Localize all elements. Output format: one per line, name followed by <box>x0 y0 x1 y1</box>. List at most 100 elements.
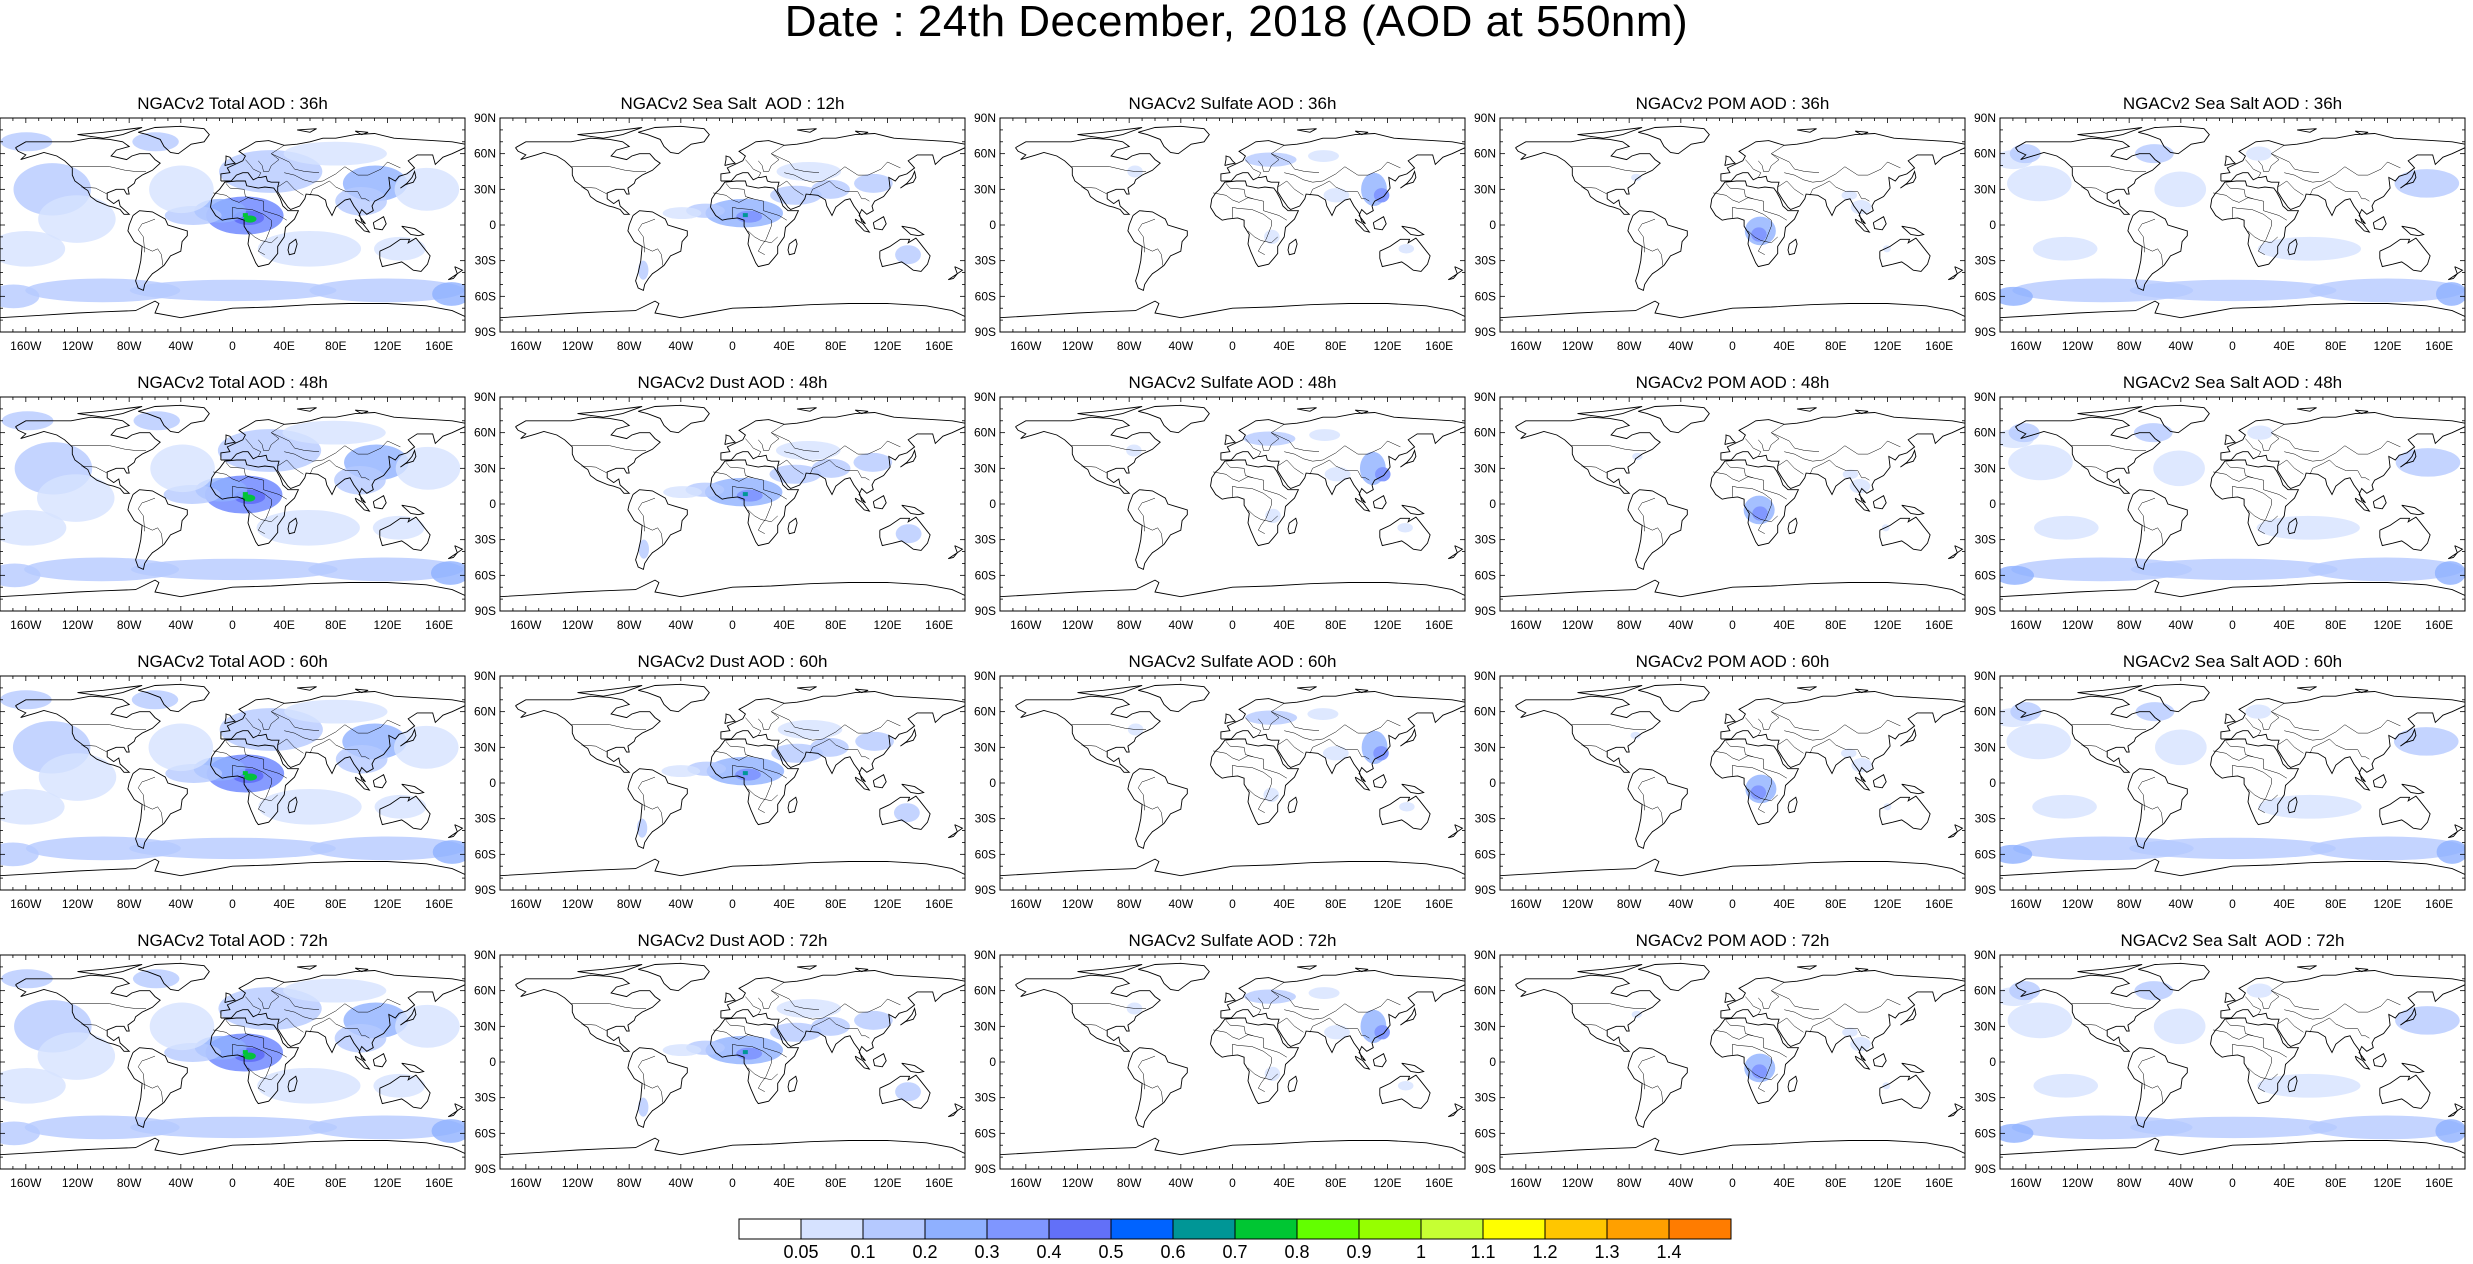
lon-tick-label: 0 <box>1229 1176 1236 1190</box>
panel-title: NGACv2 POM AOD : 48h <box>1635 373 1830 392</box>
aod-hotspot <box>242 771 248 776</box>
aod-patch <box>284 699 388 724</box>
aod-patch <box>663 486 702 499</box>
aod-patch <box>2258 794 2362 819</box>
panel-title: NGACv2 Sulfate AOD : 48h <box>1128 373 1337 392</box>
lon-tick-label: 80E <box>2325 339 2346 353</box>
aod-field <box>2000 702 2465 864</box>
lat-tick-label: 60S <box>1975 1126 1996 1140</box>
aod-patch <box>2011 557 2193 582</box>
aod-patch <box>38 195 116 243</box>
aod-patch <box>2247 425 2273 440</box>
lon-tick-label: 80W <box>117 897 142 911</box>
aod-patch <box>638 539 649 559</box>
aod-patch <box>335 186 387 216</box>
lon-tick-label: 40W <box>1168 1176 1193 1190</box>
lon-tick-label: 120E <box>373 339 401 353</box>
lat-tick-label: 60N <box>474 426 496 440</box>
aod-patch <box>0 230 66 267</box>
lat-tick-label: 30N <box>1474 1019 1496 1033</box>
map-panel-pom-72h: 90N 60N 30N 0 30S 60S 90S 160W 120W 80W 40W 0 40E 80E… <box>1474 948 1966 1190</box>
aod-patch <box>662 1044 702 1057</box>
panel-title: NGACv2 Dust AOD : 72h <box>637 931 828 950</box>
aod-patch <box>2245 146 2272 161</box>
lat-tick-label: 90N <box>1974 390 1996 404</box>
aod-patch <box>2135 702 2175 722</box>
aod-patch <box>854 1010 893 1030</box>
lon-tick-label: 80E <box>1825 1176 1846 1190</box>
coastlines <box>500 125 965 319</box>
lat-tick-label: 90N <box>1974 111 1996 125</box>
lon-tick-label: 160W <box>1510 1176 1542 1190</box>
aod-patch <box>1243 431 1296 446</box>
lon-tick-label: 0 <box>1229 897 1236 911</box>
coastlines <box>1500 125 1965 319</box>
lon-tick-label: 160W <box>1010 1176 1042 1190</box>
aod-patch <box>149 1002 215 1051</box>
aod-patch <box>2395 448 2461 477</box>
lon-tick-label: 0 <box>729 618 736 632</box>
aod-patch <box>395 446 461 490</box>
lat-tick-label: 30S <box>475 812 496 826</box>
aod-field <box>1631 1010 1891 1090</box>
lat-tick-label: 0 <box>1489 218 1496 232</box>
aod-patch <box>0 842 39 867</box>
colorbar-label: 1.4 <box>1656 1242 1682 1262</box>
lon-tick-label: 80E <box>2325 618 2346 632</box>
lon-tick-label: 160W <box>10 1176 42 1190</box>
aod-patch <box>1631 173 1642 182</box>
lat-tick-label: 0 <box>489 497 496 511</box>
aod-patch <box>810 737 849 757</box>
aod-patch <box>1397 523 1413 533</box>
colorbar-label: 0.4 <box>1036 1242 1062 1262</box>
map-panel-seasalt-36h: 90N 60N 30N 0 30S 60S 90S 160W 120W 80W 40W 0 40E 80E… <box>1974 111 2466 353</box>
aod-patch <box>2000 1123 2034 1143</box>
panel-title: NGACv2 Total AOD : 72h <box>137 931 328 950</box>
lat-tick-label: 30S <box>1975 1091 1996 1105</box>
aod-patch <box>2033 1073 2099 1098</box>
map-panel-sulfate-72h: 90N 60N 30N 0 30S 60S 90S 160W 120W 80W 40W 0 40E 80E… <box>974 948 1466 1190</box>
colorbar-swatch <box>1668 1218 1732 1240</box>
lat-tick-label: 90S <box>1475 1162 1496 1176</box>
lat-tick-label: 60S <box>1975 289 1996 303</box>
lat-tick-label: 90S <box>475 883 496 897</box>
lon-tick-label: 80E <box>1825 618 1846 632</box>
lon-tick-label: 160W <box>510 618 542 632</box>
lon-tick-label: 40W <box>1668 897 1693 911</box>
aod-patch <box>2008 444 2073 481</box>
aod-patch <box>24 1115 180 1140</box>
lat-tick-label: 60S <box>975 568 996 582</box>
aod-patch <box>2130 1116 2337 1139</box>
aod-patch <box>0 1067 66 1104</box>
aod-patch <box>777 719 843 740</box>
map-panel-total-72h: 90N60N30N030S60S90S160W120W80W40W040E80E… <box>0 954 466 1190</box>
aod-hotspot <box>742 492 748 497</box>
aod-patch <box>372 515 425 540</box>
lon-tick-label: 40W <box>668 339 693 353</box>
aod-patch <box>2393 727 2459 756</box>
aod-patch <box>2006 723 2072 760</box>
lat-tick-label: 60N <box>1474 984 1496 998</box>
lon-tick-label: 120E <box>2373 897 2401 911</box>
aod-patch <box>309 278 465 303</box>
lon-tick-label: 160W <box>1010 339 1042 353</box>
panel-title: NGACv2 Sea Salt AOD : 60h <box>2122 652 2343 671</box>
lon-tick-label: 40E <box>2273 618 2294 632</box>
map-panel-pom-36h: 90N 60N 30N 0 30S 60S 90S 160W 120W 80W 40W 0 40E 80E… <box>1474 111 1966 353</box>
aod-patch <box>149 165 214 214</box>
aod-patch <box>37 474 115 522</box>
lon-tick-label: 40E <box>2273 1176 2294 1190</box>
colorbar-label: 0.1 <box>850 1242 876 1262</box>
aod-patch <box>735 768 761 781</box>
aod-patch <box>1750 785 1767 800</box>
lon-tick-label: 160E <box>925 897 953 911</box>
aod-patch <box>1244 152 1297 167</box>
colorbar-swatch <box>1048 1218 1112 1240</box>
lon-tick-label: 160E <box>925 618 953 632</box>
panel-title: NGACv2 Dust AOD : 60h <box>637 652 828 671</box>
lat-tick-label: 60S <box>1975 847 1996 861</box>
lon-tick-label: 120E <box>873 618 901 632</box>
colorbar-swatch <box>800 1218 864 1240</box>
lat-tick-label: 90S <box>975 883 996 897</box>
aod-field <box>2000 423 2465 585</box>
